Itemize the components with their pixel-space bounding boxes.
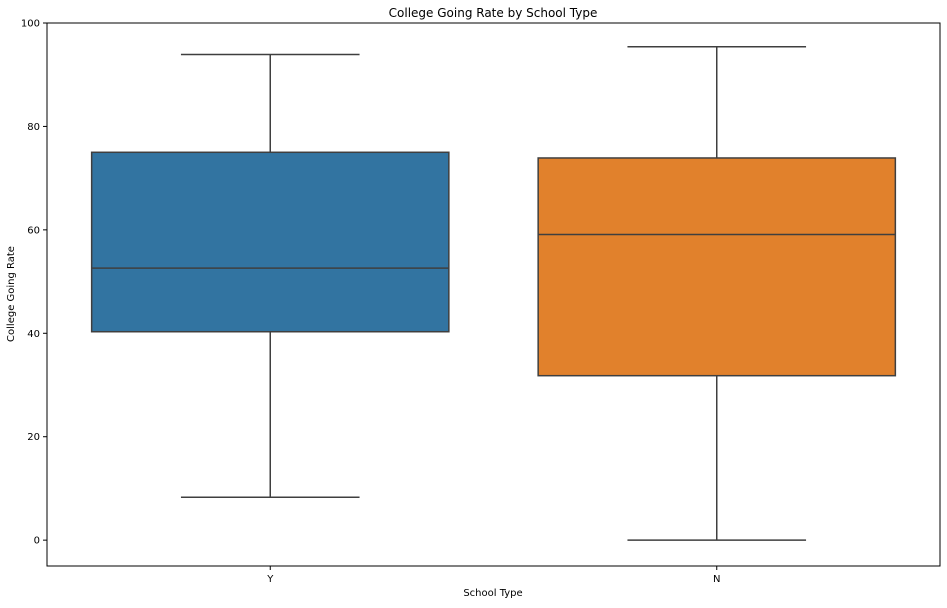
box-y	[90, 151, 450, 333]
x-axis-label: School Type	[463, 588, 522, 599]
box-n	[537, 157, 897, 377]
y-tick-label-20: 20	[27, 432, 40, 443]
x-tick-label-n: N	[713, 574, 720, 585]
y-tick-label-60: 60	[27, 225, 40, 236]
y-tick-label-100: 100	[21, 19, 40, 30]
plot-area: Y N 0 20 40 60 80 100	[21, 19, 941, 585]
x-tick-label-y: Y	[266, 574, 274, 585]
plot-frame	[46, 22, 941, 567]
y-tick-label-80: 80	[27, 122, 40, 133]
chart-title: College Going Rate by School Type	[389, 6, 598, 20]
y-axis-label: College Going Rate	[6, 246, 17, 342]
y-tick-label-0: 0	[34, 536, 40, 547]
y-tick-label-40: 40	[27, 329, 40, 340]
